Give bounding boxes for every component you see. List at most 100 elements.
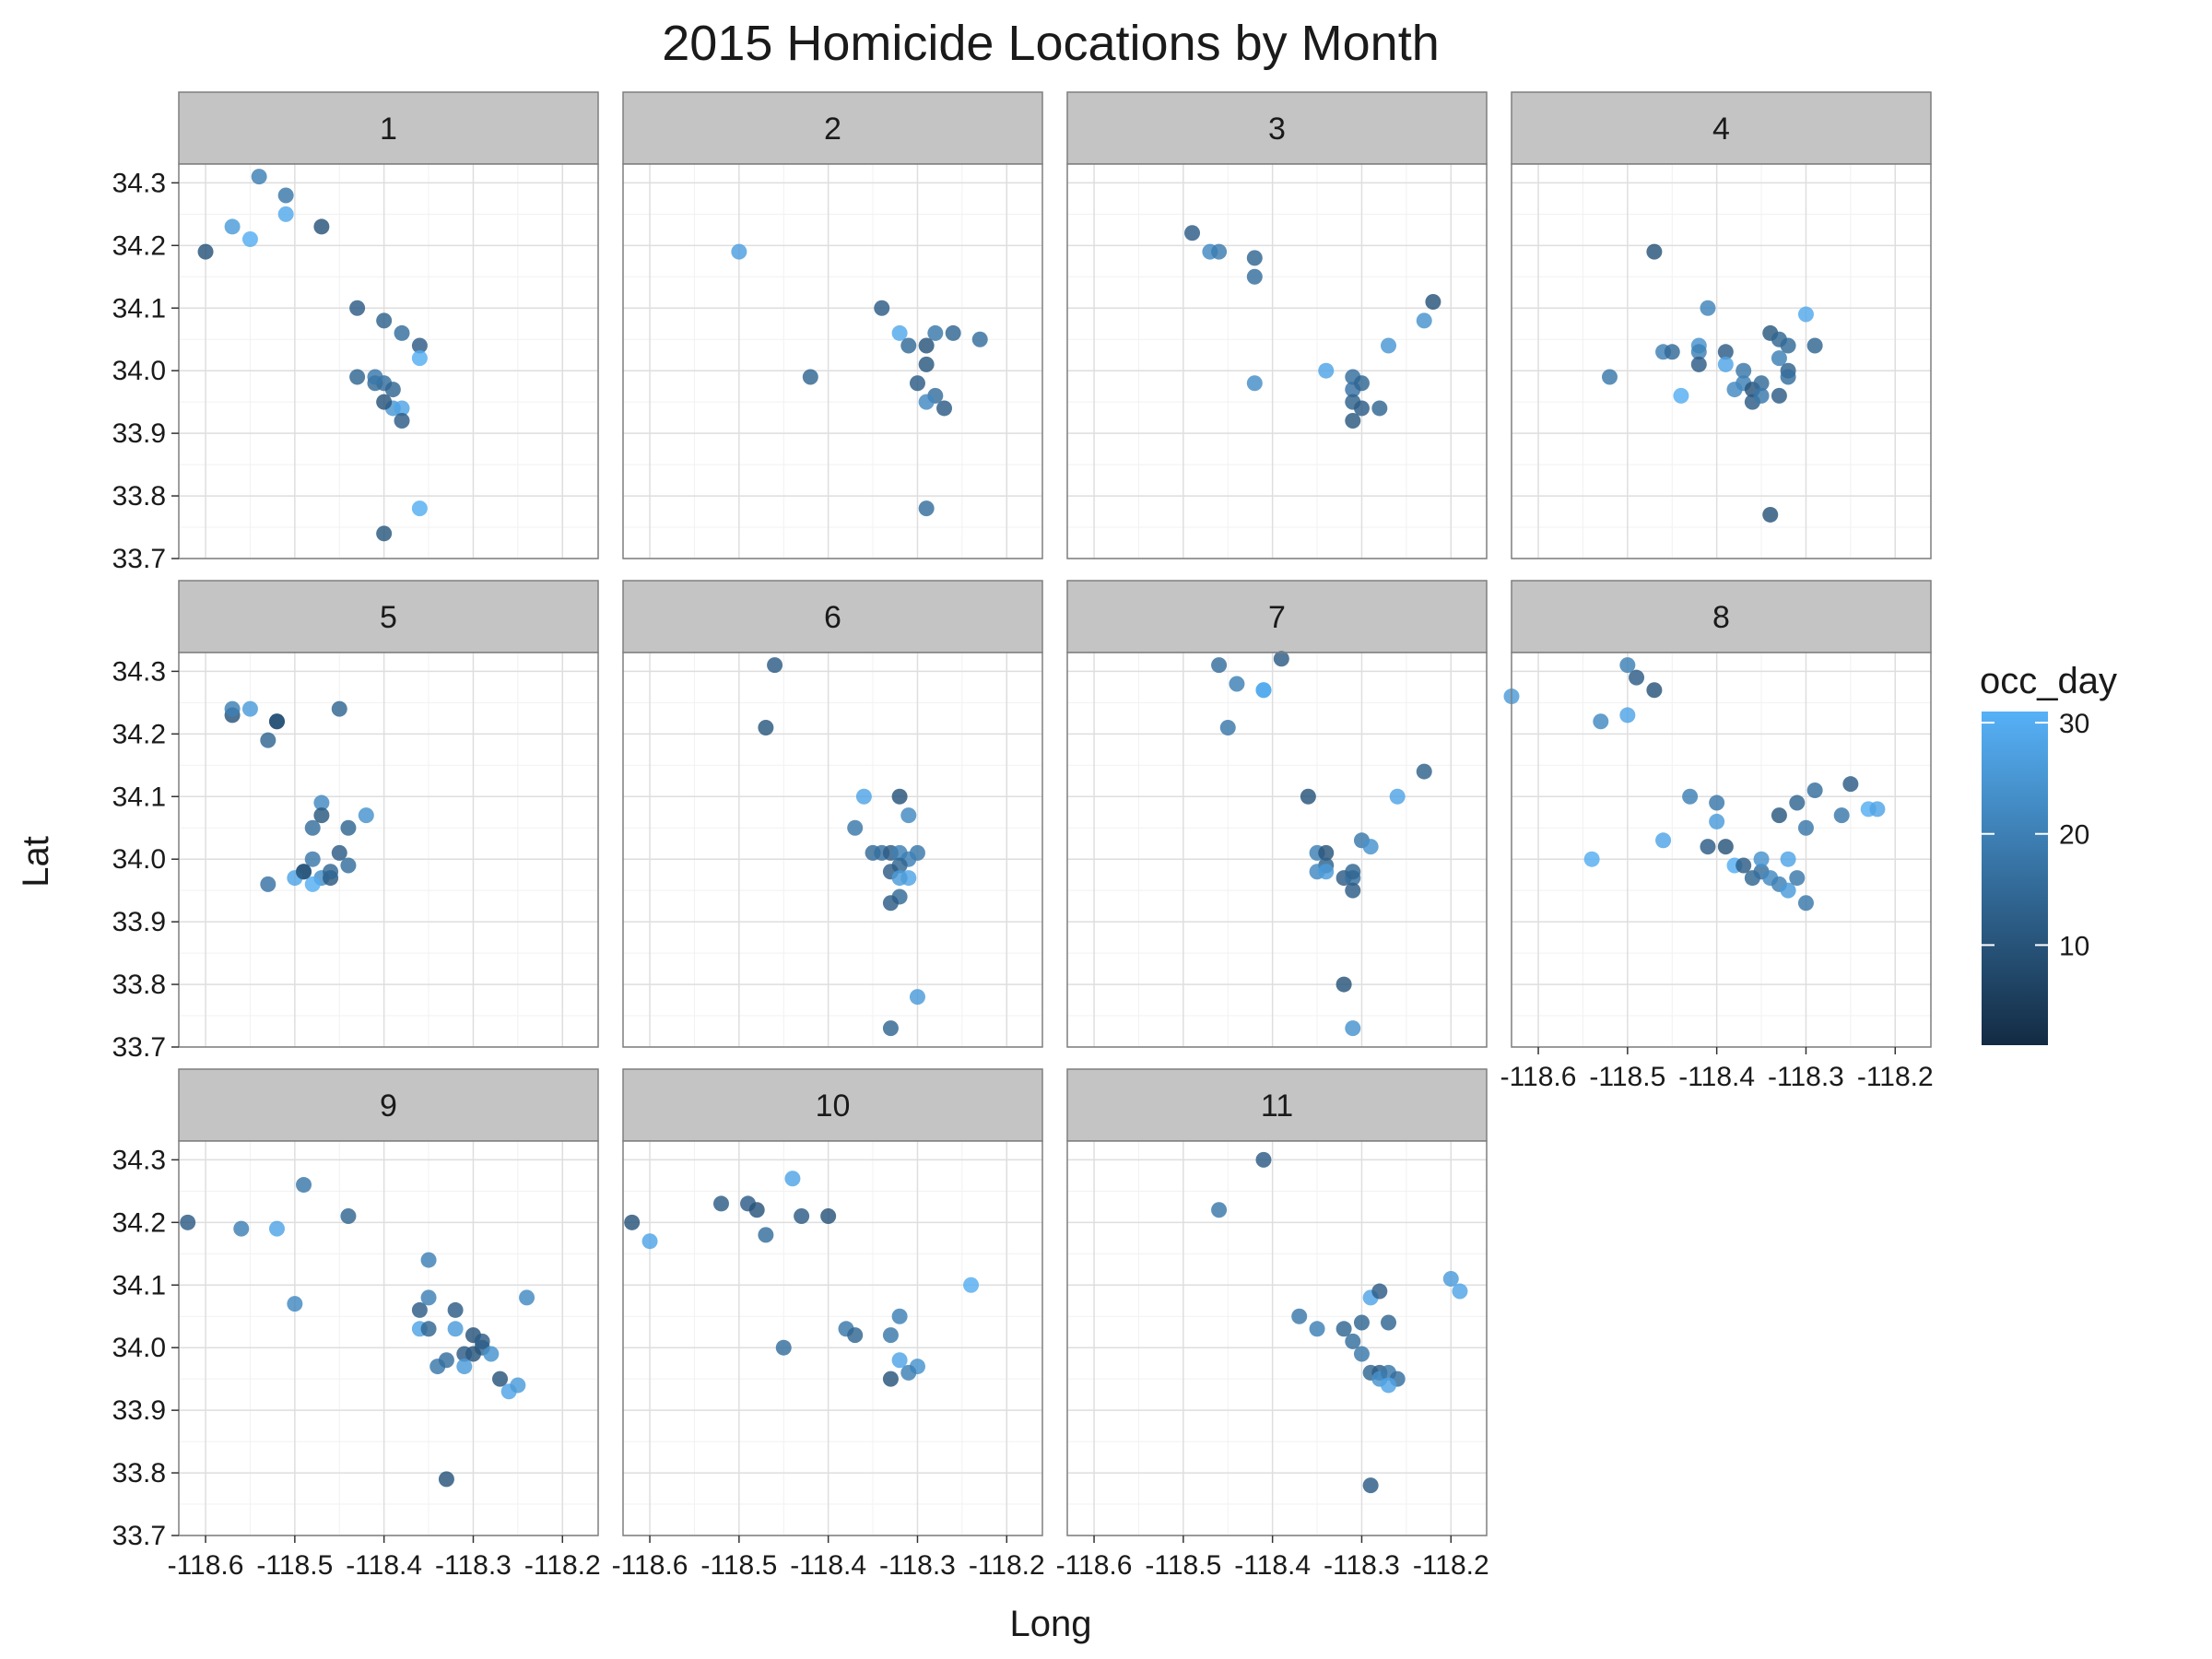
data-point (1345, 864, 1361, 880)
data-point (918, 394, 935, 410)
data-point (1335, 976, 1352, 993)
data-point (855, 788, 872, 805)
data-point (882, 1020, 899, 1037)
data-point (241, 231, 258, 248)
data-point (304, 851, 321, 867)
x-tick-label: -118.4 (790, 1550, 866, 1581)
data-point (456, 1359, 473, 1375)
data-point (1753, 851, 1770, 867)
panel-background (1067, 164, 1487, 559)
data-point (1335, 1321, 1352, 1337)
data-point (1646, 243, 1663, 260)
x-tick-label: -118.4 (1678, 1062, 1755, 1092)
data-point (1753, 375, 1770, 392)
data-point (918, 337, 935, 354)
legend-tick-label: 10 (2059, 931, 2089, 961)
data-point (1345, 1020, 1361, 1037)
y-tick-label: 33.8 (112, 481, 166, 512)
x-tick-label: -118.6 (612, 1550, 688, 1581)
data-point (891, 870, 908, 887)
data-point (1655, 832, 1672, 849)
data-point (1362, 1477, 1379, 1494)
data-point (233, 1220, 250, 1237)
data-point (1318, 864, 1335, 880)
data-point (1753, 387, 1770, 404)
data-point (882, 895, 899, 912)
data-point (304, 876, 321, 892)
data-point (1246, 250, 1263, 266)
data-point (1797, 895, 1814, 912)
data-point (802, 369, 818, 385)
y-tick-label: 34.2 (112, 230, 166, 261)
data-point (519, 1289, 535, 1306)
facet-strip (622, 580, 1043, 653)
facet-strip-label: 1 (380, 112, 397, 147)
facet-panel-4: 4 (1511, 91, 1932, 559)
legend-tick-label: 20 (2059, 820, 2089, 851)
data-point (1583, 851, 1600, 867)
x-axis-title: Long (1010, 1604, 1092, 1644)
data-point (197, 243, 214, 260)
legend-title: occ_day (1980, 661, 2117, 701)
data-point (1771, 350, 1787, 367)
data-point (1797, 819, 1814, 836)
data-point (394, 324, 410, 341)
data-point (891, 1352, 908, 1369)
x-tick-label: -118.5 (1145, 1550, 1221, 1581)
panel-border (178, 1140, 599, 1536)
data-point (1709, 794, 1725, 811)
x-tick-label: -118.6 (1500, 1062, 1577, 1092)
y-tick-label: 34.3 (112, 168, 166, 198)
data-point (483, 1346, 500, 1362)
data-point (784, 1171, 801, 1187)
data-point (624, 1214, 641, 1230)
data-point (474, 1333, 490, 1349)
y-tick-label: 34.2 (112, 719, 166, 749)
data-point (1353, 375, 1370, 392)
data-point (323, 864, 339, 880)
data-point (1353, 400, 1370, 417)
data-point (420, 1289, 437, 1306)
data-point (1291, 1308, 1308, 1324)
data-point (296, 864, 312, 880)
data-point (900, 1364, 917, 1381)
data-point (820, 1208, 837, 1225)
panel-background (1067, 653, 1487, 1047)
data-point (1700, 839, 1716, 855)
data-point (287, 1296, 303, 1312)
data-point (340, 857, 357, 874)
facet-strip-label: 10 (816, 1088, 851, 1124)
data-point (748, 1202, 765, 1218)
data-point (712, 1195, 729, 1212)
data-point (927, 324, 944, 341)
data-point (1309, 1321, 1325, 1337)
y-tick-label: 33.8 (112, 1458, 166, 1488)
x-tick-label: -118.4 (1234, 1550, 1311, 1581)
facet-strip-label: 8 (1712, 600, 1730, 635)
data-point (1381, 1314, 1397, 1331)
x-tick-label: -118.4 (346, 1550, 422, 1581)
y-tick-label: 34.1 (112, 1270, 166, 1300)
data-point (1646, 682, 1663, 699)
data-point (1381, 337, 1397, 354)
data-point (1709, 813, 1725, 830)
data-point (331, 700, 347, 717)
data-point (1211, 1202, 1228, 1218)
data-point (891, 788, 908, 805)
data-point (313, 807, 330, 824)
data-point (438, 1352, 454, 1369)
y-tick-label: 33.8 (112, 970, 166, 1000)
data-point (1700, 300, 1716, 316)
panel-border (622, 1140, 1043, 1536)
data-point (1717, 344, 1734, 360)
facet-strip (1511, 91, 1932, 165)
legend-colorbar (1982, 712, 2048, 1045)
data-point (1273, 651, 1289, 667)
y-tick-label: 34.3 (112, 1145, 166, 1175)
panel-background (1067, 1141, 1487, 1535)
panel-border (1511, 163, 1932, 559)
facet-panel-7: 7 (1066, 580, 1488, 1048)
data-point (1246, 268, 1263, 285)
data-point (1211, 657, 1228, 674)
